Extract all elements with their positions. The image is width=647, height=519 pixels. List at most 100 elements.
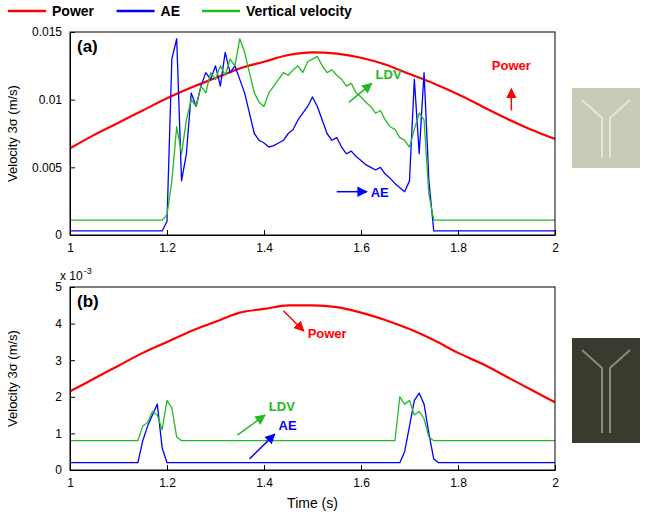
y-tick: 0.01: [39, 93, 75, 107]
plot-area: [70, 305, 555, 462]
tick-label: 0.015: [32, 25, 62, 39]
tick-mark: [264, 230, 265, 235]
tick-mark: [361, 465, 362, 470]
legend-swatch: [8, 10, 46, 13]
tick-mark: [70, 324, 75, 325]
tick-mark: [361, 230, 362, 235]
photo: [572, 338, 640, 443]
tick-mark: [70, 470, 75, 471]
tick-label: 1: [55, 427, 62, 441]
plot-frame: [70, 32, 555, 235]
legend-label: AE: [161, 3, 180, 19]
tick-mark: [264, 465, 265, 470]
x-tick: 1.6: [353, 230, 370, 255]
tick-label: 1.6: [353, 476, 370, 490]
tick-mark: [70, 167, 75, 168]
y-tick: 0.015: [32, 25, 75, 39]
panel-label: (b): [77, 292, 99, 311]
annotation-arrow: [283, 311, 303, 331]
photo-background: [572, 88, 640, 168]
x-tick: 1.6: [353, 465, 370, 490]
tick-label: 2: [55, 390, 62, 404]
plot-frame: [70, 287, 555, 470]
axis-line: [71, 470, 556, 471]
x-axis-title: Time (s): [287, 495, 338, 511]
x-tick: 1.4: [256, 230, 273, 255]
tick-mark: [70, 235, 75, 236]
tick-label: 0.01: [39, 93, 63, 107]
x-tick: 2: [552, 465, 559, 490]
tick-mark: [70, 360, 75, 361]
tick-label: 1.2: [159, 476, 176, 490]
tick-label: 1.8: [450, 241, 467, 255]
x-tick: 2: [552, 230, 559, 255]
y-tick: 0.005: [32, 161, 75, 175]
annotation: AE: [279, 418, 297, 433]
tick-label: 0: [55, 228, 62, 242]
plot-area: [70, 39, 555, 231]
y-tick: 0: [55, 228, 75, 242]
legend-label: Vertical velocity: [246, 3, 352, 19]
tick-label: 4: [55, 317, 62, 331]
tick-label: 1.4: [256, 241, 273, 255]
tick-label: 1.2: [159, 241, 176, 255]
photo-detail: [582, 100, 630, 158]
tick-label: 1.4: [256, 476, 273, 490]
axis-line: [71, 235, 556, 236]
annotation-arrow: [511, 89, 513, 111]
annotation: Power: [492, 58, 531, 73]
chart-canvas: 1 1.2 1.4 1.6 1.8 2 0 0.005 0.01 0.015 Velocity 3σ…: [0, 0, 647, 519]
series-line: [70, 305, 555, 402]
series-line: [70, 39, 555, 231]
annotation: AE: [371, 185, 389, 200]
tick-mark: [167, 465, 168, 470]
tick-mark: [458, 465, 459, 470]
legend: Power AE Vertical velocity: [8, 3, 352, 19]
legend-label: Power: [52, 3, 95, 19]
series-line: [70, 397, 555, 441]
tick-label: 0: [55, 463, 62, 477]
y-axis-title: Velocity 3σ (m/s): [5, 85, 20, 182]
annotation-arrow: [249, 434, 274, 459]
tick-mark: [458, 230, 459, 235]
annotation: LDV: [269, 399, 295, 414]
y-tick: 4: [55, 317, 75, 331]
tick-mark: [70, 32, 75, 33]
photo-detail: [582, 350, 630, 433]
photo-background: [572, 338, 640, 443]
axis-multiplier: x 10-3: [60, 266, 92, 283]
x-tick: 1.8: [450, 465, 467, 490]
tick-label: 0.005: [32, 161, 62, 175]
series-line: [70, 393, 555, 463]
tick-label: 2: [552, 241, 559, 255]
y-tick: 0: [55, 463, 75, 477]
x-tick: 1.2: [159, 230, 176, 255]
series-line: [70, 52, 555, 148]
multiplier-base: x 10: [60, 269, 83, 283]
annotation: LDV: [376, 67, 402, 82]
x-tick: 1.8: [450, 230, 467, 255]
axis-line: [70, 33, 71, 236]
tick-label: 1.8: [450, 476, 467, 490]
y-tick: 1: [55, 427, 75, 441]
photo: [572, 88, 640, 168]
tick-mark: [555, 465, 556, 470]
tick-mark: [70, 433, 75, 434]
x-axis: 1 1.2 1.4 1.6 1.8 2: [67, 230, 559, 255]
tick-label: 1.6: [353, 241, 370, 255]
legend-swatch: [202, 10, 240, 13]
tick-label: 1: [67, 241, 74, 255]
panel: 1 1.2 1.4 1.6 1.8 2 0 0.005 0.01 0.015 Velocity 3σ…: [5, 25, 559, 254]
tick-mark: [70, 100, 75, 101]
annotation-arrow: [337, 191, 367, 193]
series-line: [70, 39, 555, 220]
axis-line: [70, 288, 71, 471]
tick-mark: [70, 397, 75, 398]
tick-mark: [70, 287, 75, 288]
x-tick: 1.2: [159, 465, 176, 490]
y-axis: 012345: [55, 280, 75, 477]
y-tick: 2: [55, 390, 75, 404]
tick-label: 2: [552, 476, 559, 490]
y-axis-title: Velocity 3σ (m/s): [5, 330, 20, 427]
tick-label: 1: [67, 476, 74, 490]
